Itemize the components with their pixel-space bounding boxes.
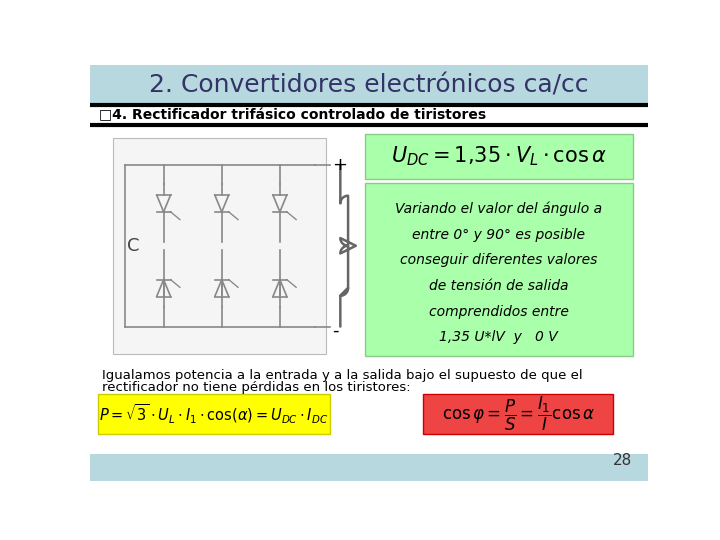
- Text: conseguir diferentes valores: conseguir diferentes valores: [400, 253, 598, 267]
- Text: $P = \sqrt{3} \cdot U_L \cdot I_1 \cdot \cos(\alpha) = U_{DC} \cdot I_{DC}$: $P = \sqrt{3} \cdot U_L \cdot I_1 \cdot …: [99, 403, 328, 426]
- Text: Variando el valor del ángulo a: Variando el valor del ángulo a: [395, 202, 603, 217]
- Bar: [98, 394, 330, 434]
- Text: -: -: [333, 321, 339, 340]
- Text: Igualamos potencia a la entrada y a la salida bajo el supuesto de que el: Igualamos potencia a la entrada y a la s…: [102, 369, 582, 382]
- Text: $U_{DC} = 1{,}35 \cdot V_L \cdot \cos\alpha$: $U_{DC} = 1{,}35 \cdot V_L \cdot \cos\al…: [391, 145, 607, 168]
- Text: 28: 28: [613, 453, 632, 468]
- Text: rectificador no tiene pérdidas en los tiristores:: rectificador no tiene pérdidas en los ti…: [102, 381, 410, 394]
- Bar: [423, 394, 613, 434]
- Bar: [365, 183, 632, 356]
- Text: 2. Convertidores electrónicos ca/cc: 2. Convertidores electrónicos ca/cc: [149, 73, 589, 98]
- Text: comprendidos entre: comprendidos entre: [429, 305, 569, 319]
- Bar: [90, 454, 648, 481]
- Text: 1,35 U*lV  y   0 V: 1,35 U*lV y 0 V: [439, 330, 558, 344]
- Text: $\cos\varphi = \dfrac{P}{S} = \dfrac{I_1}{I}\cos\alpha$: $\cos\varphi = \dfrac{P}{S} = \dfrac{I_1…: [441, 395, 595, 434]
- Bar: [365, 134, 632, 179]
- Bar: [90, 65, 648, 103]
- Bar: [113, 138, 326, 354]
- Text: □4. Rectificador trifásico controlado de tiristores: □4. Rectificador trifásico controlado de…: [99, 108, 487, 122]
- Text: C: C: [127, 237, 140, 255]
- Text: +: +: [333, 156, 348, 174]
- Text: de tensión de salida: de tensión de salida: [429, 279, 569, 293]
- Text: entre 0° y 90° es posible: entre 0° y 90° es posible: [413, 227, 585, 241]
